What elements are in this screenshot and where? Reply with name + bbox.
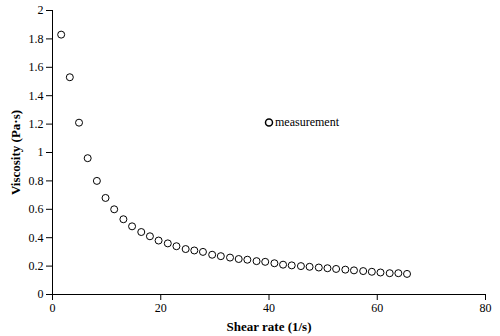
svg-text:1.4: 1.4 <box>29 89 44 103</box>
svg-text:40: 40 <box>263 301 275 315</box>
svg-text:0.2: 0.2 <box>29 259 44 273</box>
svg-text:80: 80 <box>480 301 492 315</box>
svg-text:0.6: 0.6 <box>29 202 44 216</box>
svg-text:Viscosity (Pa·s): Viscosity (Pa·s) <box>8 110 23 195</box>
svg-text:0.4: 0.4 <box>29 231 44 245</box>
svg-text:measurement: measurement <box>275 115 340 129</box>
svg-text:1.8: 1.8 <box>29 32 44 46</box>
svg-text:0: 0 <box>50 301 56 315</box>
svg-text:1.2: 1.2 <box>29 117 44 131</box>
svg-text:Shear rate (1/s): Shear rate (1/s) <box>227 319 312 334</box>
svg-text:20: 20 <box>155 301 167 315</box>
svg-text:0: 0 <box>38 287 44 301</box>
svg-text:0.8: 0.8 <box>29 174 44 188</box>
svg-text:2: 2 <box>38 3 44 17</box>
svg-text:1.6: 1.6 <box>29 60 44 74</box>
svg-text:1: 1 <box>38 145 44 159</box>
svg-text:60: 60 <box>371 301 383 315</box>
